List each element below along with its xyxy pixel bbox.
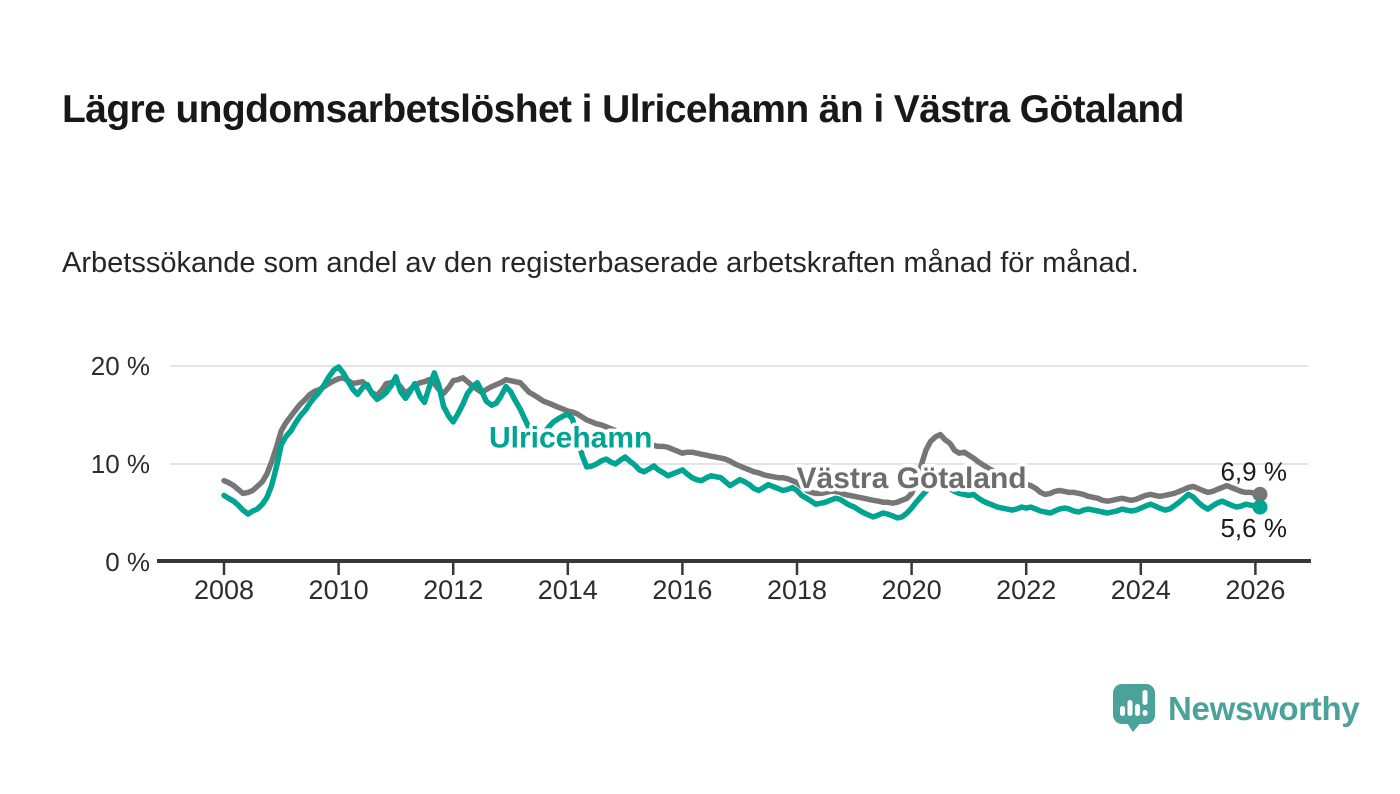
x-axis-label: 2016	[652, 575, 712, 605]
x-axis-label: 2014	[538, 575, 598, 605]
y-axis-label: 0 %	[105, 547, 150, 577]
x-axis-label: 2012	[423, 575, 483, 605]
end-label-v-stra-g-taland: 6,9 %	[1220, 456, 1287, 486]
x-axis-label: 2020	[882, 575, 942, 605]
series-label-ulricehamn: Ulricehamn	[489, 422, 652, 455]
end-label-ulricehamn: 5,6 %	[1220, 513, 1287, 543]
series-line-ulricehamn	[221, 364, 1263, 521]
chart-title: Lägre ungdomsarbetslöshet i Ulricehamn ä…	[62, 88, 1184, 132]
line-chart: 0 % 10 % 20 % 2008 2010 2012 2014 2016 2018 2020 2…	[91, 351, 1311, 605]
newsworthy-logo-text: Newsworthy	[1168, 689, 1360, 727]
speech-bubble-chart-icon	[1113, 684, 1155, 732]
x-axis-label: 2024	[1111, 575, 1171, 605]
x-axis-label: 2026	[1225, 575, 1285, 605]
chart-subtitle: Arbetssökande som andel av den registerb…	[62, 247, 1139, 279]
y-axis-label: 20 %	[91, 351, 150, 381]
x-axis-label: 2022	[996, 575, 1056, 605]
x-axis-label: 2010	[309, 575, 369, 605]
newsworthy-logo: Newsworthy	[1112, 684, 1360, 733]
x-axis-label: 2008	[194, 575, 254, 605]
end-dot-ulricehamn	[1252, 499, 1268, 515]
end-dot-v-stra-g-taland	[1252, 486, 1268, 502]
x-axis-label: 2018	[767, 575, 827, 605]
series-label-v-stra-g-taland: Västra Götaland	[797, 462, 1027, 495]
y-axis-label: 10 %	[91, 449, 150, 479]
